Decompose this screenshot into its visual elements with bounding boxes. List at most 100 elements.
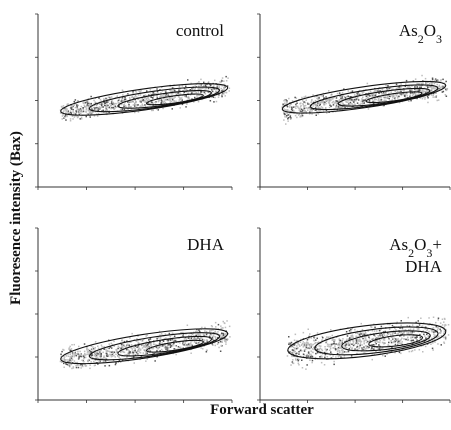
event-point — [69, 353, 72, 355]
event-point — [334, 348, 337, 350]
event-point — [119, 357, 121, 360]
event-point — [421, 91, 423, 93]
event-point — [335, 100, 337, 102]
event-point — [432, 339, 434, 342]
event-point — [430, 330, 433, 332]
event-point — [215, 88, 217, 90]
event-point — [413, 92, 416, 94]
event-point — [142, 99, 145, 101]
event-point — [147, 342, 150, 345]
event-point — [337, 352, 339, 355]
event-point — [215, 326, 217, 328]
event-point — [67, 353, 70, 355]
event-point — [428, 85, 430, 88]
contour-line — [60, 83, 229, 116]
event-point — [108, 106, 110, 109]
event-point — [105, 97, 107, 100]
event-point — [139, 349, 142, 351]
event-point — [434, 341, 436, 343]
event-point — [110, 96, 113, 98]
event-point — [195, 342, 197, 344]
event-point — [94, 97, 97, 99]
event-point — [140, 101, 142, 103]
event-point — [315, 339, 317, 341]
event-point — [77, 109, 79, 112]
event-point — [150, 345, 153, 348]
event-point — [314, 103, 316, 105]
event-point — [66, 363, 69, 366]
event-point — [329, 104, 331, 106]
event-point — [216, 83, 219, 86]
event-point — [87, 105, 90, 107]
event-point — [100, 344, 103, 346]
event-point — [112, 104, 115, 106]
event-point — [341, 107, 344, 109]
event-point — [402, 92, 404, 95]
event-point — [99, 349, 102, 352]
event-point — [287, 114, 289, 116]
event-point — [314, 102, 317, 104]
event-point — [293, 339, 296, 341]
event-point — [148, 103, 151, 105]
event-point — [301, 100, 304, 102]
event-point — [325, 96, 327, 98]
event-point — [432, 342, 434, 344]
event-point — [97, 363, 99, 365]
event-point — [84, 356, 87, 359]
event-point — [212, 329, 214, 331]
event-point — [223, 339, 226, 341]
event-point — [443, 86, 445, 88]
event-point — [357, 338, 359, 341]
event-point — [318, 106, 320, 108]
event-point — [219, 340, 222, 343]
event-point — [290, 117, 292, 119]
event-point — [303, 96, 305, 98]
event-point — [388, 92, 390, 95]
event-point — [123, 98, 126, 101]
event-point — [299, 106, 302, 108]
event-point — [337, 344, 339, 346]
event-point — [167, 341, 169, 343]
event-point — [393, 95, 395, 97]
event-point — [144, 94, 147, 96]
event-point — [67, 353, 69, 355]
event-point — [218, 85, 220, 87]
event-point — [400, 352, 402, 355]
event-point — [397, 333, 399, 335]
event-point — [425, 90, 427, 93]
event-point — [159, 350, 161, 352]
panel-as2o3: As2O3 — [257, 13, 451, 190]
panel-as2o3-dha: As2O3+DHA — [257, 227, 451, 403]
event-point — [114, 106, 117, 109]
event-point — [297, 343, 299, 345]
panel-label-subscript: 3 — [436, 32, 442, 46]
event-point — [161, 86, 163, 88]
event-point — [97, 345, 99, 347]
event-point — [123, 108, 126, 111]
event-point — [204, 90, 206, 93]
event-point — [95, 104, 98, 107]
event-point — [325, 336, 328, 338]
event-point — [118, 359, 121, 362]
event-point — [166, 98, 169, 101]
event-point — [117, 102, 119, 104]
event-point — [108, 347, 110, 350]
event-point — [334, 340, 336, 342]
event-point — [406, 338, 409, 340]
event-point — [383, 104, 385, 107]
event-point — [310, 353, 312, 356]
event-point — [389, 87, 392, 89]
event-point — [436, 83, 438, 86]
event-point — [317, 105, 319, 108]
event-point — [197, 88, 199, 90]
event-point — [374, 335, 376, 337]
event-point — [309, 109, 311, 111]
event-point — [377, 88, 380, 91]
event-point — [226, 320, 228, 322]
event-point — [134, 99, 136, 101]
event-point — [75, 353, 77, 355]
event-point — [445, 89, 447, 92]
event-point — [363, 341, 365, 343]
event-point — [118, 97, 121, 99]
event-point — [89, 110, 92, 112]
